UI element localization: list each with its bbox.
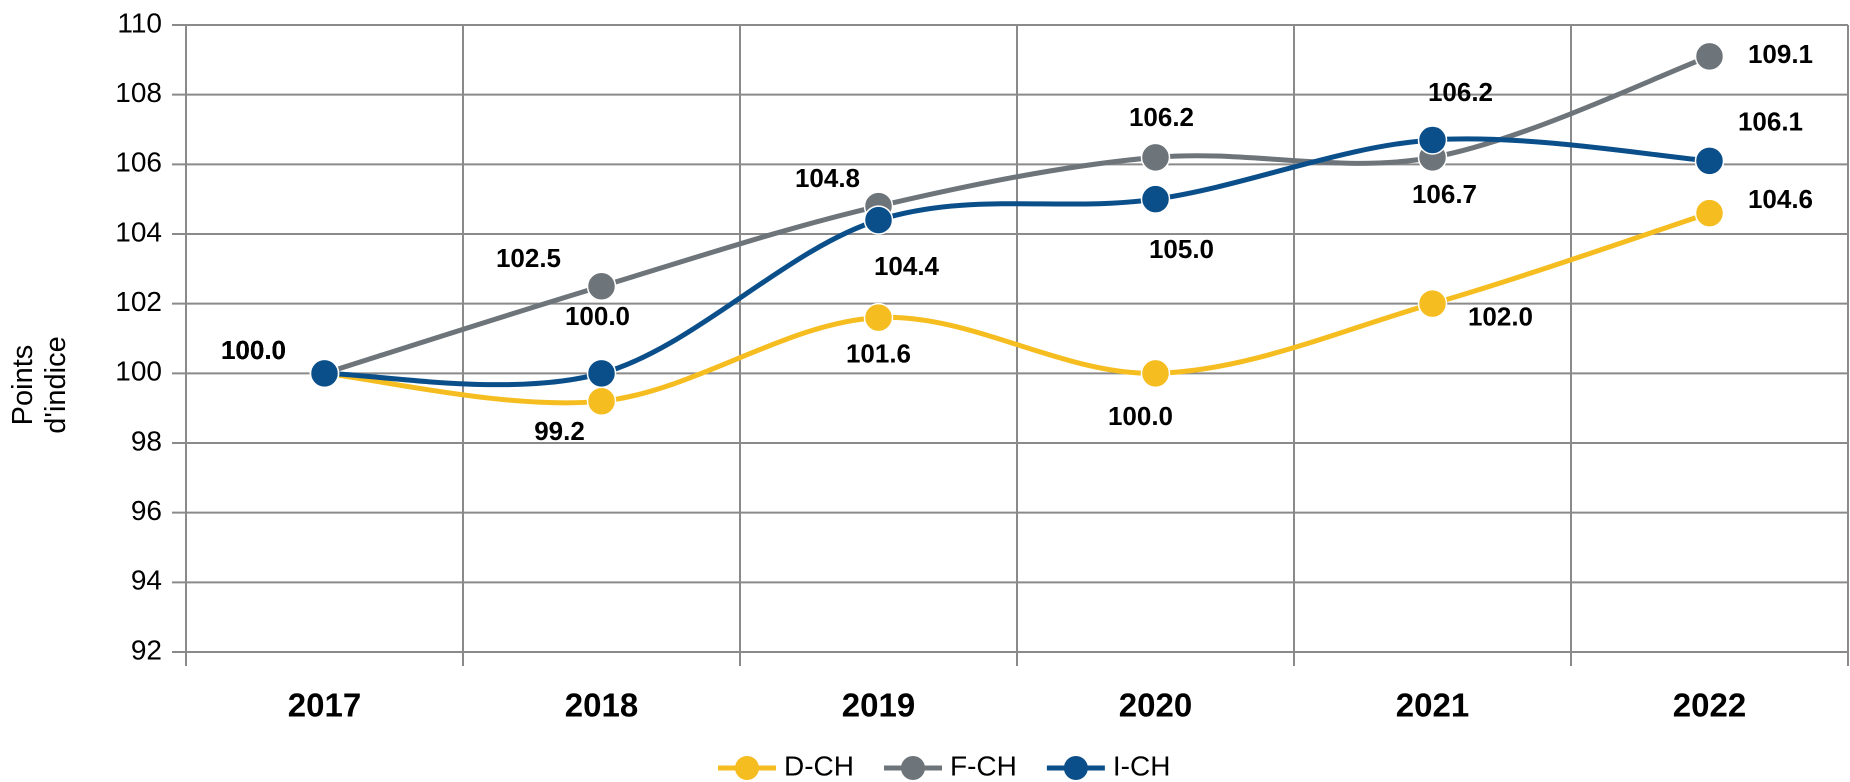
y-tick-label: 102 xyxy=(115,286,162,317)
marker xyxy=(863,302,894,333)
legend-label: F-CH xyxy=(950,750,1017,781)
legend-marker xyxy=(901,756,925,780)
data-label: 104.6 xyxy=(1748,184,1813,214)
data-label: 99.2 xyxy=(534,416,585,446)
y-axis-title: Points d'indice xyxy=(7,336,72,434)
marker xyxy=(1140,142,1171,173)
data-label: 106.1 xyxy=(1738,107,1803,137)
marker xyxy=(586,358,617,389)
marker xyxy=(309,358,340,389)
y-tick-label: 94 xyxy=(131,565,162,596)
data-label: 100.0 xyxy=(221,335,286,365)
marker xyxy=(586,386,617,416)
data-label: 106.2 xyxy=(1129,102,1194,132)
marker xyxy=(1694,146,1725,176)
data-label: 102.0 xyxy=(1468,302,1533,332)
x-tick-label: 2017 xyxy=(288,687,361,724)
x-tick-label: 2021 xyxy=(1396,687,1469,724)
x-tick-label: 2022 xyxy=(1673,687,1746,724)
data-label: 104.4 xyxy=(874,251,940,281)
series-line xyxy=(323,54,1711,376)
legend-label: I-CH xyxy=(1113,750,1171,781)
marker xyxy=(1417,288,1448,319)
data-label: 100.0 xyxy=(221,335,286,365)
y-tick-label: 110 xyxy=(117,7,162,38)
x-tick-label: 2019 xyxy=(842,687,915,724)
legend-marker xyxy=(1063,756,1088,780)
series-line xyxy=(324,210,1711,406)
legend-label: D-CH xyxy=(784,750,854,781)
data-label: 109.1 xyxy=(1748,39,1813,69)
data-label: 104.8 xyxy=(795,163,860,193)
marker xyxy=(586,271,617,301)
data-label: 105.0 xyxy=(1149,234,1214,264)
x-tick-label: 2018 xyxy=(565,687,638,724)
marker xyxy=(1694,41,1725,72)
data-label: 106.7 xyxy=(1412,179,1477,209)
y-tick-label: 98 xyxy=(131,425,162,456)
y-tick-label: 106 xyxy=(115,147,162,178)
marker xyxy=(1417,125,1448,155)
marker xyxy=(863,205,894,235)
marker xyxy=(1140,358,1171,389)
series-line xyxy=(324,136,1710,388)
data-label: 100.0 xyxy=(221,335,286,365)
x-tick-label: 2020 xyxy=(1119,687,1192,724)
y-tick-label: 104 xyxy=(115,216,162,247)
y-tick-label: 108 xyxy=(115,77,162,108)
marker xyxy=(1140,184,1171,214)
y-tick-label: 100 xyxy=(115,356,162,387)
y-tick-label: 92 xyxy=(131,634,162,665)
legend-marker xyxy=(735,756,759,780)
data-label: 102.5 xyxy=(496,243,561,273)
data-label: 100.0 xyxy=(1108,401,1173,431)
data-label: 101.6 xyxy=(846,338,911,368)
data-label: 106.2 xyxy=(1428,77,1493,107)
marker xyxy=(1694,198,1725,228)
y-tick-label: 96 xyxy=(131,495,162,526)
data-label: 100.0 xyxy=(565,301,630,331)
